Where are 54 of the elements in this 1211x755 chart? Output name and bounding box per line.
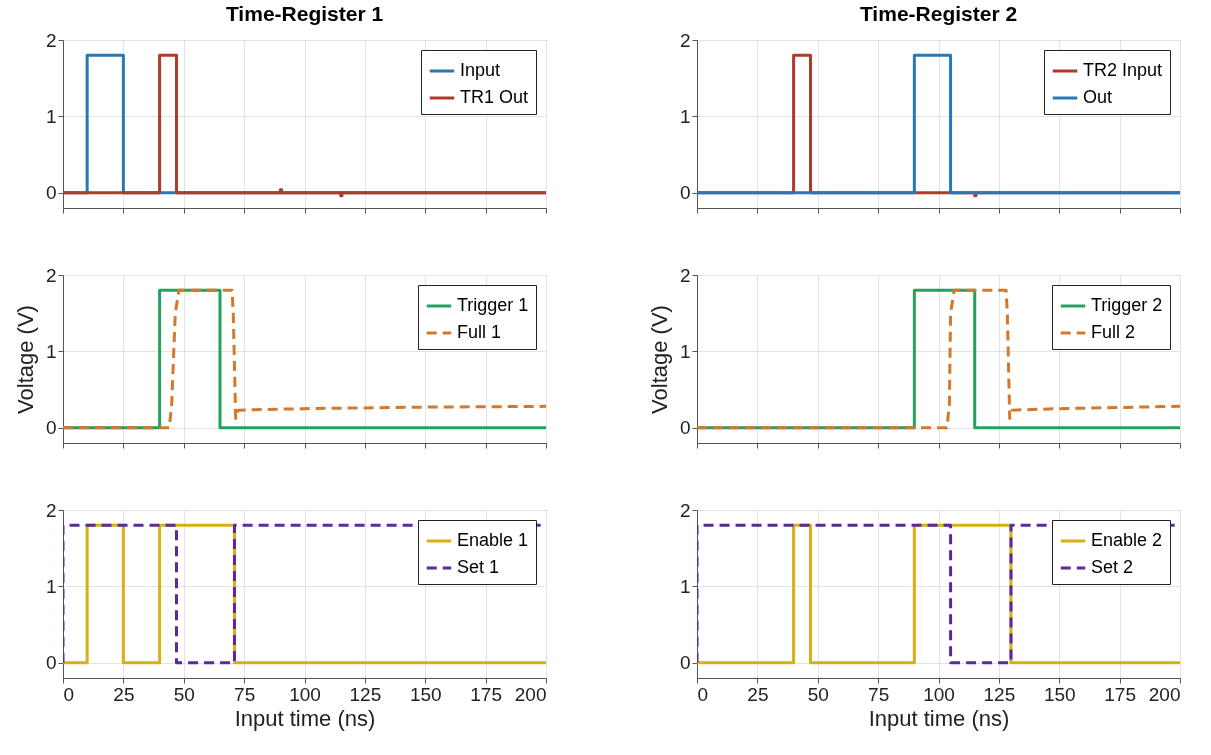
y-tick-label: 0	[679, 652, 691, 674]
x-axis-title: Input time (ns)	[868, 705, 1010, 731]
x-tick-label: 0	[63, 683, 75, 705]
legend-label: Set 2	[1091, 557, 1134, 577]
legend-label: Input	[460, 60, 501, 80]
legend-label: Enable 1	[457, 530, 529, 550]
x-tick-label: 75	[868, 683, 890, 705]
legend-label: Trigger 2	[1091, 295, 1163, 315]
legend-label: TR1 Out	[460, 87, 529, 107]
chart-title: Time-Register 2	[859, 2, 1018, 25]
y-tick-label: 0	[45, 417, 57, 439]
y-tick-label: 1	[679, 340, 691, 362]
x-tick-label: 150	[1043, 683, 1076, 705]
x-tick-label: 100	[923, 683, 955, 705]
y-tick-label: 1	[45, 340, 57, 362]
legend-label: Set 1	[457, 557, 500, 577]
x-tick-label: 175	[1104, 683, 1136, 705]
x-tick-label: 75	[234, 683, 256, 705]
legend-label: Out	[1083, 87, 1113, 107]
x-tick-label: 25	[747, 683, 769, 705]
legend-label: Full 2	[1091, 322, 1136, 342]
x-tick-label: 25	[113, 683, 135, 705]
x-tick-label: 200	[1148, 683, 1181, 705]
y-axis-title: Voltage (V)	[12, 305, 38, 414]
y-tick-label: 0	[45, 652, 57, 674]
x-tick-label: 200	[514, 683, 547, 705]
y-tick-label: 0	[679, 417, 691, 439]
x-tick-label: 175	[470, 683, 502, 705]
legend-label: Trigger 1	[457, 295, 529, 315]
y-tick-label: 2	[45, 499, 57, 521]
y-axis-title: Voltage (V)	[646, 305, 672, 414]
x-tick-label: 100	[289, 683, 321, 705]
y-tick-label: 1	[679, 105, 691, 127]
y-tick-label: 0	[679, 182, 691, 204]
legend-label: Enable 2	[1091, 530, 1163, 550]
y-tick-label: 1	[679, 575, 691, 597]
x-tick-label: 50	[807, 683, 829, 705]
x-tick-label: 0	[697, 683, 709, 705]
x-tick-label: 125	[983, 683, 1016, 705]
x-tick-label: 50	[173, 683, 195, 705]
y-tick-label: 2	[45, 29, 57, 51]
y-tick-label: 2	[679, 264, 691, 286]
y-tick-label: 2	[679, 29, 691, 51]
legend-label: Full 1	[457, 322, 502, 342]
x-tick-label: 125	[349, 683, 382, 705]
y-tick-label: 1	[45, 105, 57, 127]
y-tick-label: 1	[45, 575, 57, 597]
legend-label: TR2 Input	[1083, 60, 1163, 80]
x-tick-label: 150	[409, 683, 442, 705]
x-axis-title: Input time (ns)	[234, 705, 376, 731]
y-tick-label: 2	[45, 264, 57, 286]
y-tick-label: 0	[45, 182, 57, 204]
chart-title: Time-Register 1	[225, 2, 384, 25]
y-tick-label: 2	[679, 499, 691, 521]
